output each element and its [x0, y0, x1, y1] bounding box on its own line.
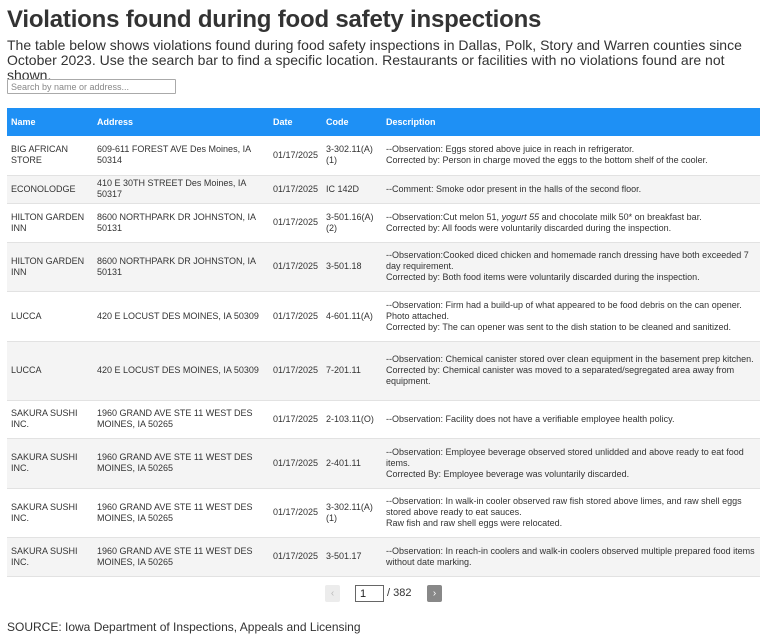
- cell-code: 7-201.11: [322, 341, 382, 401]
- table-row: SAKURA SUSHI INC. 1960 GRAND AVE STE 11 …: [7, 400, 760, 439]
- cell-name: LUCCA: [7, 291, 93, 342]
- cell-name: LUCCA: [7, 341, 93, 401]
- cell-address: 1960 GRAND AVE STE 11 WEST DES MOINES, I…: [93, 488, 269, 538]
- cell-description: --Comment: Smoke odor present in the hal…: [382, 175, 760, 204]
- page-subtitle: The table below shows violations found d…: [7, 37, 742, 83]
- cell-address: 8600 NORTHPARK DR JOHNSTON, IA 50131: [93, 203, 269, 243]
- column-header-description[interactable]: Description: [382, 108, 760, 136]
- cell-date: 01/17/2025: [269, 537, 322, 577]
- pagination: ‹ / 382 ›: [0, 584, 768, 602]
- table-row: SAKURA SUSHI INC. 1960 GRAND AVE STE 11 …: [7, 488, 760, 538]
- column-header-name[interactable]: Name: [7, 108, 93, 136]
- cell-description: --Observation: Eggs stored above juice i…: [382, 136, 760, 176]
- cell-code: 3-501.18: [322, 242, 382, 292]
- cell-address: 420 E LOCUST DES MOINES, IA 50309: [93, 291, 269, 342]
- cell-name: HILTON GARDEN INN: [7, 242, 93, 292]
- prev-page-button[interactable]: ‹: [325, 585, 340, 602]
- cell-description: --Observation:Cut melon 51, yogurt 55 an…: [382, 203, 760, 243]
- description-emphasis: yogurt 55: [501, 211, 540, 222]
- cell-name: SAKURA SUSHI INC.: [7, 438, 93, 489]
- cell-code: IC 142D: [322, 175, 382, 204]
- cell-date: 01/17/2025: [269, 175, 322, 204]
- cell-address: 1960 GRAND AVE STE 11 WEST DES MOINES, I…: [93, 537, 269, 577]
- cell-name: SAKURA SUSHI INC.: [7, 400, 93, 439]
- table-row: SAKURA SUSHI INC. 1960 GRAND AVE STE 11 …: [7, 438, 760, 489]
- cell-description: --Observation: Facility does not have a …: [382, 400, 760, 439]
- cell-name: SAKURA SUSHI INC.: [7, 537, 93, 577]
- page-total: / 382: [387, 587, 412, 599]
- cell-name: ECONOLODGE: [7, 175, 93, 204]
- table-row: HILTON GARDEN INN 8600 NORTHPARK DR JOHN…: [7, 242, 760, 292]
- table-row: LUCCA 420 E LOCUST DES MOINES, IA 50309 …: [7, 341, 760, 401]
- violations-table: Name Address Date Code Description BIG A…: [7, 108, 760, 577]
- cell-address: 1960 GRAND AVE STE 11 WEST DES MOINES, I…: [93, 400, 269, 439]
- cell-name: BIG AFRICAN STORE: [7, 136, 93, 176]
- cell-date: 01/17/2025: [269, 400, 322, 439]
- cell-date: 01/17/2025: [269, 438, 322, 489]
- cell-description: --Observation:Cooked diced chicken and h…: [382, 242, 760, 292]
- cell-code: 2-401.11: [322, 438, 382, 489]
- cell-date: 01/17/2025: [269, 242, 322, 292]
- column-header-code[interactable]: Code: [322, 108, 382, 136]
- cell-code: 3-501.17: [322, 537, 382, 577]
- cell-code: 3-501.16(A)(2): [322, 203, 382, 243]
- cell-date: 01/17/2025: [269, 203, 322, 243]
- cell-address: 8600 NORTHPARK DR JOHNSTON, IA 50131: [93, 242, 269, 292]
- search-input[interactable]: [7, 79, 176, 94]
- column-header-address[interactable]: Address: [93, 108, 269, 136]
- cell-address: 609-611 FOREST AVE Des Moines, IA 50314: [93, 136, 269, 176]
- table-row: LUCCA 420 E LOCUST DES MOINES, IA 50309 …: [7, 291, 760, 342]
- table-row: ECONOLODGE 410 E 30TH STREET Des Moines,…: [7, 175, 760, 204]
- cell-description: --Observation: Firm had a build-up of wh…: [382, 291, 760, 342]
- description-text: and chocolate milk 50* on breakfast bar.: [539, 211, 702, 222]
- description-text: Corrected by: All foods were voluntarily…: [386, 222, 672, 233]
- cell-code: 3-302.11(A)(1): [322, 488, 382, 538]
- cell-date: 01/17/2025: [269, 341, 322, 401]
- cell-address: 1960 GRAND AVE STE 11 WEST DES MOINES, I…: [93, 438, 269, 489]
- source-note: SOURCE: Iowa Department of Inspections, …: [7, 620, 361, 634]
- table-row: BIG AFRICAN STORE 609-611 FOREST AVE Des…: [7, 136, 760, 176]
- cell-code: 4-601.11(A): [322, 291, 382, 342]
- next-page-button[interactable]: ›: [427, 585, 442, 602]
- cell-address: 410 E 30TH STREET Des Moines, IA 50317: [93, 175, 269, 204]
- table-header-row: Name Address Date Code Description: [7, 108, 760, 136]
- cell-address: 420 E LOCUST DES MOINES, IA 50309: [93, 341, 269, 401]
- cell-description: --Observation: In reach-in coolers and w…: [382, 537, 760, 577]
- cell-description: --Observation: Chemical canister stored …: [382, 341, 760, 401]
- cell-code: 3-302.11(A)(1): [322, 136, 382, 176]
- description-text: --Observation:Cut melon 51,: [386, 211, 502, 222]
- cell-date: 01/17/2025: [269, 488, 322, 538]
- cell-description: --Observation: Employee beverage observe…: [382, 438, 760, 489]
- page-number-input[interactable]: [355, 585, 384, 602]
- cell-description: --Observation: In walk-in cooler observe…: [382, 488, 760, 538]
- cell-name: SAKURA SUSHI INC.: [7, 488, 93, 538]
- table-row: SAKURA SUSHI INC. 1960 GRAND AVE STE 11 …: [7, 537, 760, 577]
- cell-date: 01/17/2025: [269, 136, 322, 176]
- page-title: Violations found during food safety insp…: [7, 6, 542, 33]
- cell-code: 2-103.11(O): [322, 400, 382, 439]
- cell-date: 01/17/2025: [269, 291, 322, 342]
- cell-name: HILTON GARDEN INN: [7, 203, 93, 243]
- table-row: HILTON GARDEN INN 8600 NORTHPARK DR JOHN…: [7, 203, 760, 243]
- column-header-date[interactable]: Date: [269, 108, 322, 136]
